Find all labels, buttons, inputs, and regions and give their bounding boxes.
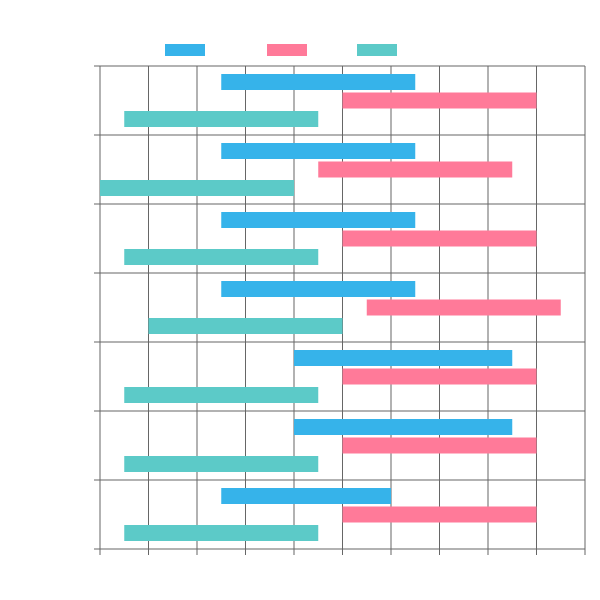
bar-series-3 (124, 387, 319, 403)
bar-series-3 (100, 180, 294, 196)
bar-series-3 (124, 249, 319, 265)
legend[interactable] (165, 44, 397, 56)
bar-series-1 (221, 488, 391, 504)
bar-series-2 (342, 437, 537, 454)
bar-series-1 (221, 281, 416, 297)
bar-series-2 (318, 161, 513, 178)
bar-series-1 (221, 212, 416, 228)
bar-series-2 (342, 368, 537, 385)
bar-series-2 (342, 92, 537, 109)
bar-series-3 (124, 456, 319, 472)
legend-swatch-series-1 (165, 44, 205, 56)
legend-swatch-series-2 (267, 44, 307, 56)
bar-series-3 (124, 111, 319, 127)
bar-series-2 (342, 506, 537, 523)
bar-series-1 (221, 74, 416, 90)
bar-series-1 (221, 143, 416, 159)
bars (100, 74, 561, 541)
bar-series-3 (148, 318, 343, 334)
bar-series-2 (342, 230, 537, 247)
bar-series-3 (124, 525, 319, 541)
legend-swatch-series-3 (357, 44, 397, 56)
bar-series-1 (294, 350, 513, 366)
bar-series-2 (366, 299, 561, 316)
bar-series-1 (294, 419, 513, 435)
